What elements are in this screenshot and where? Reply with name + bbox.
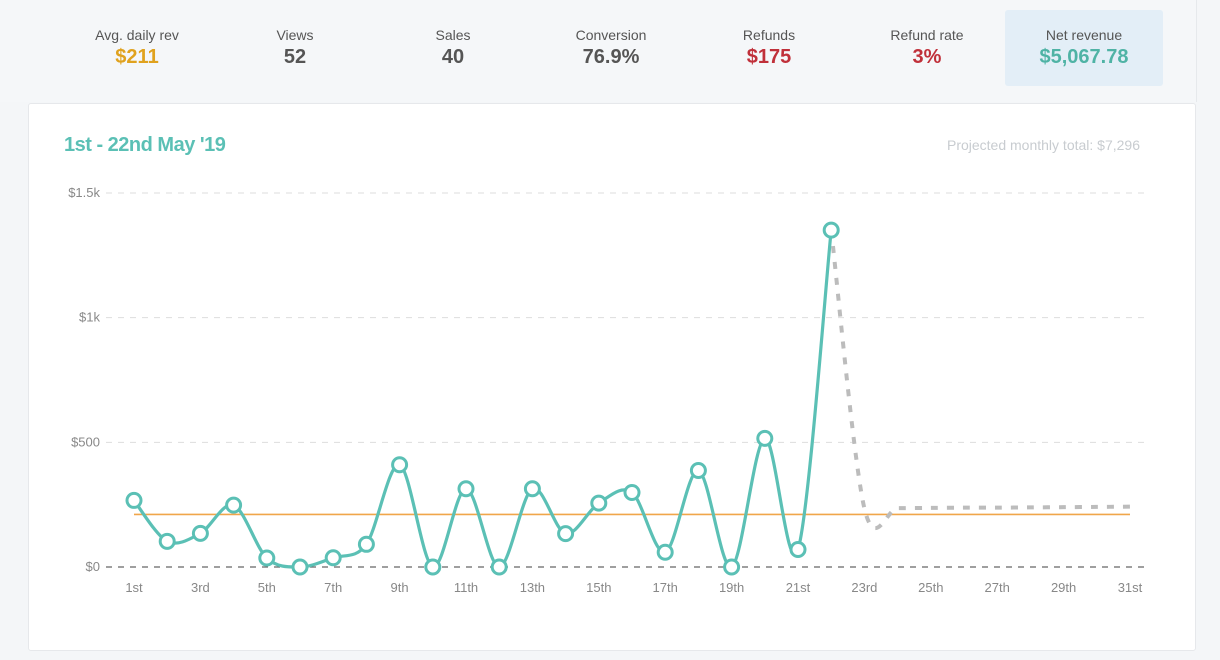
stat-label: Avg. daily rev [95, 27, 179, 43]
x-tick-label: 19th [719, 580, 744, 595]
stat-label: Sales [435, 27, 471, 43]
x-tick-label: 13th [520, 580, 545, 595]
chart-title: 1st - 22nd May '19 [64, 134, 226, 156]
y-tick-label: $0 [86, 559, 100, 574]
stat-avg-daily-rev: Avg. daily rev $211 [58, 10, 216, 86]
stat-label: Net revenue [1045, 27, 1123, 43]
stats-bar: Avg. daily rev $211 Views 52 Sales 40 Co… [0, 0, 1197, 102]
stat-value: 76.9% [582, 46, 640, 68]
projected-monthly-total: Projected monthly total: $7,296 [946, 137, 1140, 153]
x-tick-label: 27th [985, 580, 1010, 595]
data-point [457, 480, 475, 498]
data-point [557, 525, 575, 543]
y-tick-label: $500 [71, 434, 100, 449]
y-tick-label: $1.5k [68, 185, 100, 200]
x-tick-label: 1st [125, 580, 143, 595]
data-point [656, 543, 674, 561]
data-point [822, 221, 840, 239]
data-point [424, 558, 442, 576]
stat-refund-rate: Refund rate 3% [848, 10, 1006, 86]
y-tick-label: $1k [79, 310, 100, 325]
data-point [391, 456, 409, 474]
data-point [357, 535, 375, 553]
x-tick-label: 31st [1118, 580, 1143, 595]
stat-sales: Sales 40 [374, 10, 532, 86]
data-point [723, 558, 741, 576]
projection-series-line [829, 229, 1131, 530]
x-tick-label: 25th [918, 580, 943, 595]
x-tick-label: 7th [324, 580, 342, 595]
stat-label: Refund rate [890, 27, 964, 43]
data-point [590, 494, 608, 512]
stat-value: $175 [746, 46, 792, 68]
x-tick-label: 21st [786, 580, 811, 595]
data-point [258, 549, 276, 567]
revenue-series-line [132, 229, 833, 569]
data-point [125, 491, 143, 509]
x-tick-label: 5th [258, 580, 276, 595]
x-tick-label: 11th [454, 580, 478, 595]
stat-value: $5,067.78 [1039, 46, 1129, 68]
stat-label: Conversion [575, 27, 647, 43]
stat-refunds: Refunds $175 [690, 10, 848, 86]
x-tick-label: 15th [586, 580, 611, 595]
x-tick-label: 29th [1051, 580, 1076, 595]
data-point [191, 524, 209, 542]
stat-value: $211 [115, 46, 159, 68]
data-point [623, 483, 641, 501]
data-point [291, 558, 309, 576]
data-point [756, 429, 774, 447]
stat-conversion: Conversion 76.9% [532, 10, 690, 86]
data-point [324, 549, 342, 567]
data-point [789, 541, 807, 559]
data-point [689, 462, 707, 480]
stat-value: 52 [283, 46, 307, 68]
stat-value: 3% [912, 46, 942, 68]
x-tick-label: 3rd [191, 580, 210, 595]
revenue-chart-card [28, 103, 1196, 651]
data-point [158, 532, 176, 550]
stat-label: Views [276, 27, 314, 43]
x-tick-label: 23rd [851, 580, 877, 595]
stat-net-revenue: Net revenue $5,067.78 [1005, 10, 1163, 86]
stat-views: Views 52 [216, 10, 374, 86]
x-tick-label: 17th [653, 580, 678, 595]
stat-value: 40 [441, 46, 465, 68]
x-tick-label: 9th [391, 580, 409, 595]
stat-label: Refunds [742, 27, 796, 43]
data-point [225, 496, 243, 514]
data-point [523, 480, 541, 498]
data-point [490, 558, 508, 576]
